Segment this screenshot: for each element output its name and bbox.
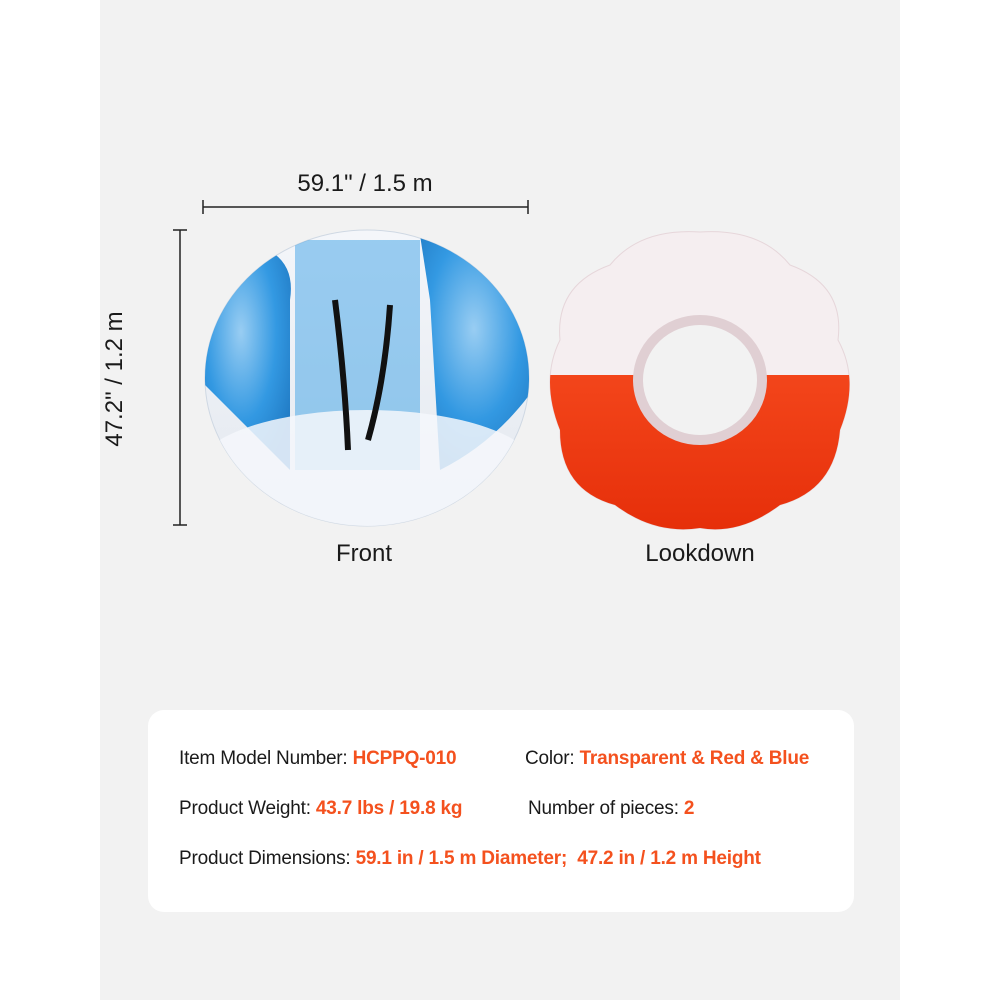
spec-label: Product Dimensions:	[179, 848, 356, 869]
spec-model: Item Model Number: HCPPQ-010	[179, 748, 457, 770]
spec-value: 43.7 lbs / 19.8 kg	[315, 798, 463, 819]
spec-pieces: Number of pieces: 2	[528, 798, 694, 820]
spec-card: Item Model Number: HCPPQ-010 Color: Tran…	[148, 710, 854, 912]
height-dimension-line	[173, 229, 187, 526]
spec-weight: Product Weight: 43.7 lbs / 19.8 kg	[179, 798, 463, 820]
lookdown-bumper-ball	[549, 231, 850, 530]
spec-label: Number of pieces:	[528, 798, 684, 819]
caption-front: Front	[335, 540, 392, 567]
width-dimension-label: 59.1" / 1.5 m	[297, 170, 433, 197]
width-dimension-line	[202, 200, 529, 214]
spec-value: Transparent & Red & Blue	[579, 748, 810, 769]
spec-label: Item Model Number:	[179, 748, 353, 769]
spec-value: 2	[683, 798, 695, 819]
spec-value: 59.1 in / 1.5 m Diameter; 47.2 in / 1.2 …	[355, 848, 761, 869]
height-dimension-label: 47.2" / 1.2 m	[101, 311, 128, 447]
front-bumper-ball	[204, 229, 530, 527]
spec-label: Color:	[525, 748, 580, 769]
caption-lookdown: Lookdown	[645, 540, 755, 567]
spec-value: HCPPQ-010	[352, 748, 457, 769]
product-illustration	[173, 200, 850, 530]
spec-dimensions: Product Dimensions: 59.1 in / 1.5 m Diam…	[179, 848, 761, 870]
spec-label: Product Weight:	[179, 798, 316, 819]
spec-color: Color: Transparent & Red & Blue	[525, 748, 809, 770]
